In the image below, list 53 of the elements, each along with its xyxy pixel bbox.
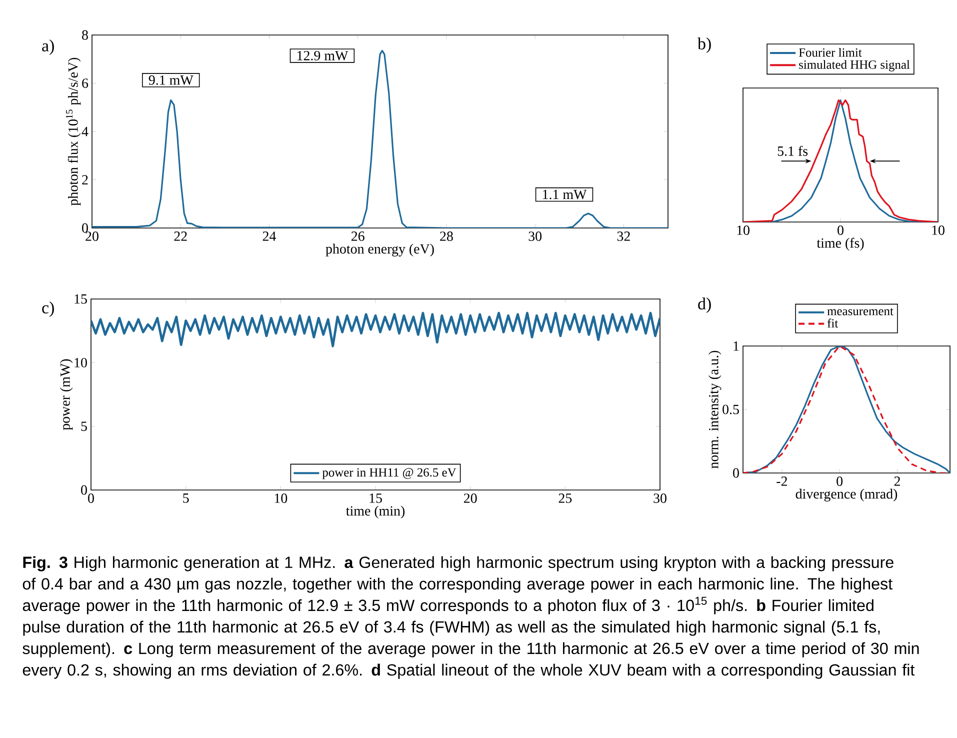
y-tick-label: 6 <box>82 78 88 88</box>
annotation: 1.1 mW <box>543 190 587 200</box>
x-tick-label: 10 <box>932 226 944 235</box>
line-series <box>92 50 668 228</box>
x-tick-label: 30 <box>654 494 666 503</box>
legend-label: Fourier limit <box>798 48 862 57</box>
y-axis-title: norm. intensity (a.u.) <box>708 350 722 468</box>
legend-label: power in HH11 @ 26.5 eV <box>322 468 456 480</box>
y-tick-label: 5 <box>81 422 87 431</box>
y-tick-label: 15 <box>74 294 87 304</box>
y-tick-label: 10 <box>74 358 87 368</box>
x-tick-label: -2 <box>776 476 787 486</box>
x-tick-label: 30 <box>528 232 542 241</box>
y-tick-label: 0.5 <box>722 404 739 414</box>
x-tick-label: 0 <box>836 476 843 486</box>
x-tick-label: 10 <box>274 494 288 503</box>
annotation: 12.9 mW <box>297 50 348 60</box>
x-tick-label: 5 <box>183 494 189 503</box>
chart-title: d) <box>698 298 711 313</box>
x-tick-label: 26 <box>351 232 364 241</box>
x-tick-label: 25 <box>558 494 572 503</box>
x-tick-label: 15 <box>370 494 382 503</box>
x-axis-title: photon energy (eV) <box>326 244 434 256</box>
legend-label: simulated HHG signal <box>799 60 910 72</box>
y-tick-label: 0 <box>733 468 739 478</box>
y-axis-title: photon flux (10$^{15}$ ph/s/eV) <box>66 58 81 206</box>
x-tick-label: 0 <box>838 226 844 235</box>
x-axis-title: divergence (mrad) <box>796 488 898 502</box>
y-axis-title: power (mW) <box>60 359 73 430</box>
y-tick-label: 1 <box>734 341 739 351</box>
annotation: 5.1 fs <box>778 146 808 156</box>
y-tick-label: 0 <box>81 485 87 495</box>
x-tick-label: 24 <box>262 232 276 241</box>
legend-label: fit <box>827 318 838 328</box>
x-tick-label: 20 <box>86 232 98 241</box>
line-series <box>743 346 950 474</box>
x-tick-label: 32 <box>617 232 630 241</box>
x-axis-title: time (min) <box>346 506 405 518</box>
chart-title: c) <box>42 302 54 317</box>
y-tick-label: 4 <box>82 126 88 136</box>
x-tick-label: 28 <box>440 232 453 241</box>
x-tick-label: 20 <box>464 494 477 503</box>
y-tick-label: 8 <box>82 30 88 40</box>
x-tick-label: 22 <box>174 232 187 241</box>
line-series <box>91 312 660 348</box>
chart-title: a) <box>42 40 54 55</box>
x-axis-title: time (fs) <box>816 238 864 251</box>
text: Fig. 3 High harmonic generation at 1 MHz. a Generated high harmonic spectrum using krypton with a backing pressure of 0.4 bar and a 430 µm gas nozzle, together with the corresponding average power in each harmonic line. The highest average power in the 11th harmonic of 12.9 ± 3.5 mW corresponds to a photon flux of 3 · 10$^{15}$ ph/s. b Fourier limited pulse duration of the 11th harmonic at 26.5 eV of 3.4 fs (FWHM) as well as the simulated high harmonic signal (5.1 fs, supplement). c Long term measurement of the average power in the 11th harmonic at 26.5 eV over a time period of 30 min every 0.2 s, showing an rms deviation of 2.6%. d Spatial lineout of the whole XUV beam with a corresponding Gaussian fit <box>22 556 919 679</box>
legend-label: measurement <box>827 308 894 316</box>
x-tick-label: 2 <box>894 476 900 486</box>
annotation: 9.1 mW <box>148 75 194 85</box>
y-tick-label: 2 <box>82 175 88 184</box>
chart-title: b) <box>698 38 711 53</box>
